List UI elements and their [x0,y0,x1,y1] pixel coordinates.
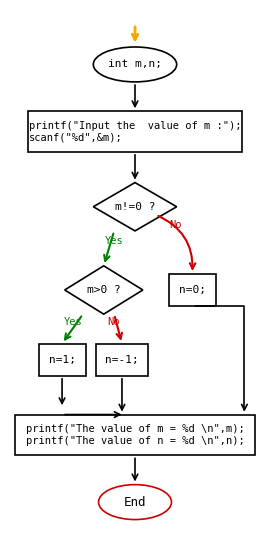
Text: m!=0 ?: m!=0 ? [115,202,155,212]
FancyBboxPatch shape [39,344,86,376]
Text: printf("The value of m = %d \n",m);
printf("The value of n = %d \n",n);: printf("The value of m = %d \n",m); prin… [26,424,244,446]
Text: n=-1;: n=-1; [105,355,139,365]
FancyBboxPatch shape [15,415,255,455]
Polygon shape [65,266,143,314]
Text: End: End [124,496,146,509]
Polygon shape [93,183,177,231]
Text: int m,n;: int m,n; [108,60,162,69]
Ellipse shape [93,47,177,82]
FancyBboxPatch shape [169,274,216,306]
Text: printf("Input the  value of m :");
scanf("%d",&m);: printf("Input the value of m :"); scanf(… [29,121,241,142]
Text: m>0 ?: m>0 ? [87,285,121,295]
Ellipse shape [99,484,171,520]
Text: Yes: Yes [105,236,124,246]
Text: No: No [108,317,120,327]
Text: No: No [169,220,181,230]
Text: n=1;: n=1; [49,355,76,365]
Text: n=0;: n=0; [179,285,206,295]
FancyBboxPatch shape [28,112,242,151]
FancyBboxPatch shape [96,344,148,376]
Text: Yes: Yes [63,317,82,327]
